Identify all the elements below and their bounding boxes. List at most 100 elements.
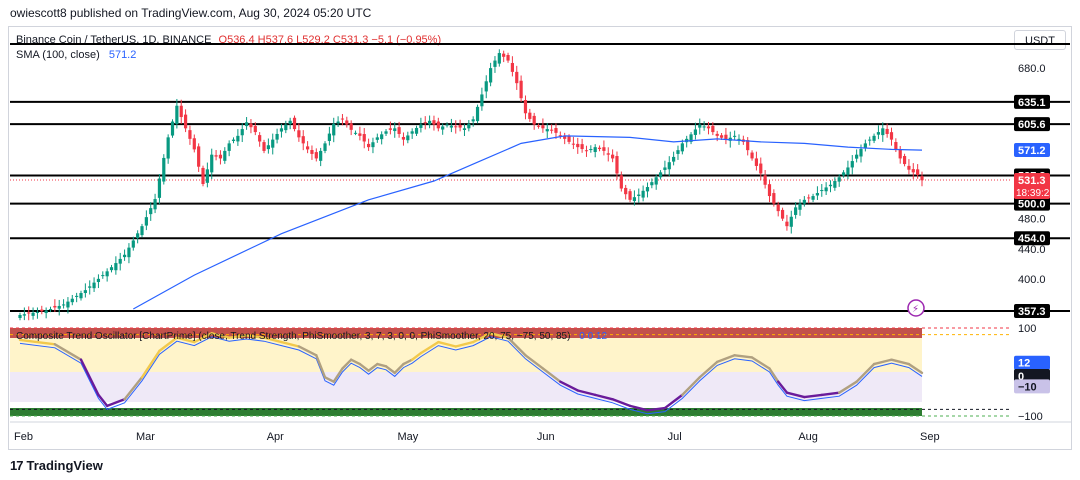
candle-body bbox=[292, 117, 297, 130]
candle-body bbox=[532, 115, 536, 125]
candle-body bbox=[567, 136, 571, 142]
candle-body bbox=[414, 127, 419, 134]
oscillator-strength-segment bbox=[855, 362, 876, 383]
oscillator-strength-segment bbox=[628, 404, 649, 412]
candle-body bbox=[920, 176, 924, 181]
candle-body bbox=[393, 128, 397, 132]
oscillator-strength-segment bbox=[105, 398, 126, 408]
oscillator-strength-segment bbox=[393, 362, 405, 375]
oscillator-strength-segment bbox=[593, 393, 614, 401]
osc-value-label-2-bg bbox=[1014, 379, 1050, 394]
candle-body bbox=[619, 175, 623, 189]
candle-body bbox=[759, 163, 763, 174]
candle-body bbox=[305, 146, 310, 150]
level-label-2-bg bbox=[1014, 196, 1050, 211]
oscillator-strength-segment bbox=[471, 332, 492, 344]
candle-body bbox=[597, 147, 602, 150]
candle-body bbox=[192, 138, 196, 150]
oscillator-strength-segment bbox=[193, 332, 213, 344]
candle-body bbox=[576, 143, 580, 148]
candle-body bbox=[96, 278, 101, 283]
candle-body bbox=[66, 301, 70, 308]
candle-body bbox=[332, 123, 336, 136]
level-label-1-bg bbox=[1014, 231, 1050, 246]
candle-body bbox=[18, 314, 22, 318]
candle-body bbox=[497, 53, 501, 64]
oscillator-strength-segment bbox=[18, 338, 57, 346]
candle-body bbox=[676, 150, 680, 154]
footer-brand[interactable]: 17 TradingView bbox=[10, 458, 103, 473]
candle-body bbox=[61, 304, 66, 306]
candle-body bbox=[358, 133, 362, 136]
oscillator-strength-segment bbox=[140, 349, 161, 379]
candle-body bbox=[859, 149, 863, 157]
oscillator-strength-segment bbox=[349, 358, 362, 366]
candle-body bbox=[515, 71, 519, 84]
oscillator-strength-segment bbox=[410, 351, 423, 361]
candle-body bbox=[663, 167, 667, 170]
oscillator-strength-segment bbox=[541, 367, 562, 383]
y-tick-3: 680.0 bbox=[1018, 63, 1046, 75]
x-label-apr: Apr bbox=[267, 431, 284, 443]
publisher-line: owiescott8 published on TradingView.com,… bbox=[10, 6, 372, 20]
osc-value-label-0: 12 bbox=[1018, 358, 1030, 370]
candle-body bbox=[528, 112, 532, 119]
oscillator-strength-segment bbox=[681, 376, 701, 397]
sma-line bbox=[133, 135, 923, 310]
osc-y-tick-0: 100 bbox=[1018, 323, 1036, 335]
candle-body bbox=[441, 126, 445, 130]
chart-frame bbox=[8, 26, 1072, 450]
x-label-aug: Aug bbox=[798, 431, 818, 443]
candle-body bbox=[719, 135, 724, 138]
alert-icon[interactable] bbox=[907, 299, 925, 317]
oscillator-strength-segment bbox=[315, 354, 327, 379]
oscillator-strength-segment bbox=[663, 393, 684, 410]
candle-body bbox=[807, 197, 811, 199]
oscillator-strength-segment bbox=[158, 336, 179, 353]
oscillator-strength-segment bbox=[210, 332, 231, 339]
candle-body bbox=[815, 193, 820, 196]
candle-body bbox=[850, 161, 854, 168]
sma-price-label-bg bbox=[1014, 143, 1050, 157]
symbol-legend[interactable]: Binance Coin / TetherUS, 1D, BINANCE O53… bbox=[16, 34, 441, 46]
candle-body bbox=[724, 134, 728, 140]
level-label-0-bg bbox=[1014, 304, 1050, 318]
level-label-4-bg bbox=[1014, 117, 1050, 132]
candle-body bbox=[846, 167, 850, 175]
candle-body bbox=[855, 154, 859, 159]
oscillator-strength-segment bbox=[437, 340, 457, 348]
candle-body bbox=[536, 125, 541, 127]
symbol-name: Binance Coin / TetherUS, 1D, BINANCE bbox=[16, 34, 212, 46]
oscillator-strength-segment bbox=[53, 343, 83, 361]
osc-value-label-0-bg bbox=[1014, 355, 1050, 370]
oscillator-strength-segment bbox=[358, 362, 370, 372]
y-tick-0: 400.0 bbox=[1018, 274, 1046, 286]
oscillator-strength-segment bbox=[245, 334, 266, 339]
candle-body bbox=[754, 158, 759, 166]
osc-upper-band bbox=[10, 328, 922, 338]
candle-body bbox=[419, 124, 423, 128]
candle-body bbox=[401, 136, 406, 140]
candle-body bbox=[589, 149, 593, 151]
candle-body bbox=[88, 286, 92, 288]
oscillator-strength-segment bbox=[733, 354, 754, 359]
candle-body bbox=[166, 137, 170, 159]
candle-body bbox=[240, 129, 244, 136]
candle-body bbox=[319, 150, 323, 161]
sma-legend[interactable]: SMA (100, close) 571.2 bbox=[16, 49, 136, 61]
candle-body bbox=[916, 169, 920, 175]
candle-body bbox=[297, 130, 301, 138]
oscillator-legend[interactable]: Composite Trend Oscillator [ChartPrime] … bbox=[16, 331, 607, 342]
candle-body bbox=[27, 312, 31, 314]
alert-bolt-icon: ⚡ bbox=[912, 304, 919, 315]
candle-body bbox=[789, 216, 793, 227]
candle-body bbox=[170, 121, 175, 136]
candle-body bbox=[702, 126, 706, 128]
candle-body bbox=[375, 137, 379, 140]
candle-body bbox=[802, 199, 806, 204]
candle-body bbox=[715, 133, 719, 136]
x-label-mar: Mar bbox=[136, 431, 155, 443]
y-tick-1: 440.0 bbox=[1018, 244, 1046, 256]
candle-body bbox=[266, 145, 270, 150]
